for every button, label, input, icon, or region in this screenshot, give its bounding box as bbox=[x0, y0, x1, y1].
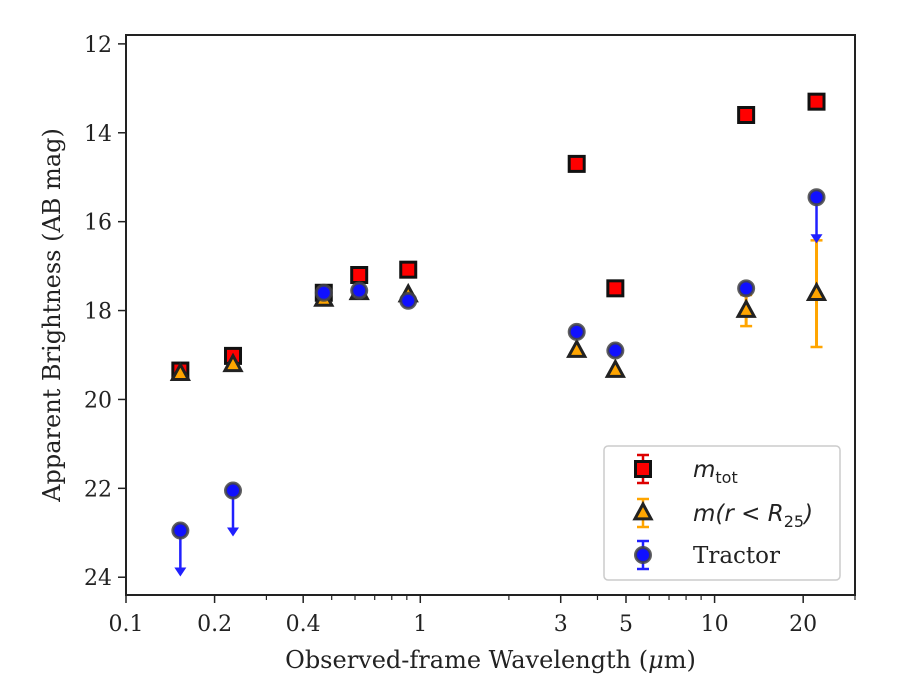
point-mr25 bbox=[222, 352, 244, 373]
point-mtot bbox=[399, 260, 418, 279]
point-tractor bbox=[314, 283, 333, 302]
x-tick-label: 5 bbox=[619, 612, 633, 637]
x-tick-label: 0.2 bbox=[197, 612, 232, 637]
point-tractor bbox=[807, 188, 826, 207]
axis-ticks: 0.1 0.2 0.4 1 3 5 10 20 12 14 16 18 20 22 24 bbox=[84, 33, 856, 637]
x-tick-label: 0.4 bbox=[286, 612, 321, 637]
point-mtot bbox=[567, 154, 586, 173]
legend: mtot m(r < R25) Tractor bbox=[603, 445, 841, 581]
point-tractor bbox=[737, 279, 756, 298]
upper-limit-arrowhead bbox=[227, 527, 240, 537]
data-points bbox=[169, 92, 828, 577]
y-tick-label: 20 bbox=[84, 388, 112, 413]
y-tick-label: 16 bbox=[84, 211, 112, 236]
x-tick-label: 0.1 bbox=[109, 612, 144, 637]
legend-marker-tractor bbox=[634, 546, 652, 564]
legend-marker-mr25 bbox=[632, 500, 654, 521]
legend-marker-mtot bbox=[634, 460, 652, 478]
y-tick-label: 12 bbox=[84, 33, 112, 58]
y-tick-label: 14 bbox=[84, 122, 112, 147]
legend-box bbox=[603, 445, 841, 581]
point-mr25 bbox=[566, 338, 588, 358]
y-tick-label: 18 bbox=[84, 300, 112, 325]
x-tick-label: 3 bbox=[554, 612, 568, 637]
y-tick-label: 22 bbox=[84, 477, 112, 502]
x-tick-label: 10 bbox=[701, 612, 729, 637]
series-tractor bbox=[171, 188, 826, 577]
legend-label-tractor: Tractor bbox=[693, 543, 780, 569]
point-mr25 bbox=[169, 361, 191, 382]
x-tick-label: 20 bbox=[789, 612, 817, 637]
point-mtot bbox=[606, 279, 625, 298]
y-axis-label: Apparent Brightness (AB mag) bbox=[38, 128, 66, 503]
point-tractor bbox=[171, 521, 190, 540]
upper-limit-arrowhead bbox=[174, 567, 187, 577]
point-mtot bbox=[807, 92, 826, 111]
point-mr25 bbox=[604, 358, 626, 378]
point-mtot bbox=[737, 106, 756, 124]
point-tractor bbox=[224, 481, 243, 500]
point-tractor bbox=[399, 291, 418, 310]
point-mtot bbox=[350, 266, 369, 284]
legend-markers bbox=[632, 453, 654, 571]
series-mr25 bbox=[169, 239, 828, 382]
point-tractor bbox=[606, 341, 625, 360]
point-tractor bbox=[567, 322, 586, 341]
y-tick-label: 24 bbox=[84, 566, 112, 591]
series-mtot bbox=[171, 92, 826, 380]
legend-label-mr25: m(r < R25) bbox=[693, 501, 813, 531]
x-axis-label: Observed-frame Wavelength (μm) bbox=[285, 646, 696, 674]
point-mr25 bbox=[805, 281, 828, 302]
plot-frame bbox=[125, 34, 856, 596]
legend-label-mtot: mtot bbox=[693, 457, 738, 487]
x-tick-label: 1 bbox=[413, 612, 427, 637]
point-tractor bbox=[350, 281, 369, 300]
point-mr25 bbox=[735, 298, 757, 318]
upper-limit-arrowhead bbox=[810, 234, 823, 244]
